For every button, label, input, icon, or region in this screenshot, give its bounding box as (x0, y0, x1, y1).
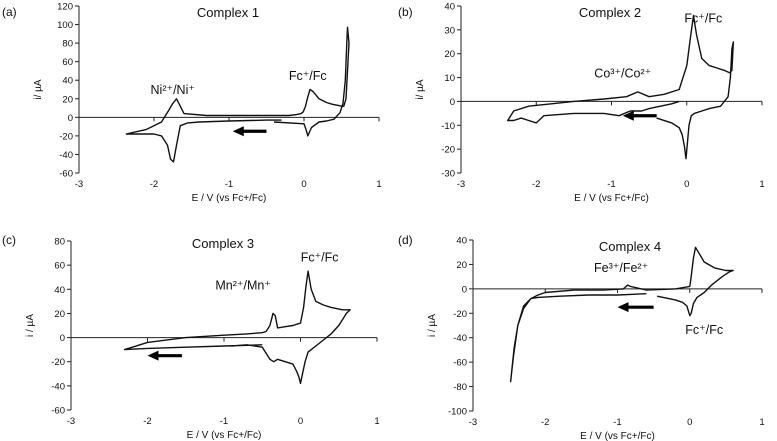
redox-couple-label: Fc⁺/Fc (685, 323, 723, 337)
y-tick-label: -10 (441, 121, 455, 132)
y-tick-label: 30 (444, 25, 455, 36)
x-tick-label: -2 (150, 179, 158, 190)
y-tick-label: 20 (444, 49, 455, 60)
x-axis-label: E / V (vs Fc+/Fc) (580, 431, 655, 441)
x-axis-label: E / V (vs Fc+/Fc) (187, 430, 262, 441)
x-tick-label: 0 (301, 179, 306, 190)
x-tick-label: -1 (225, 179, 233, 190)
y-tick-label: 0 (450, 97, 455, 108)
redox-couple-label: Co³⁺/Co²⁺ (594, 67, 651, 81)
y-tick-label: -80 (453, 382, 467, 393)
y-tick-label: 40 (62, 76, 73, 87)
y-tick-label: -30 (441, 169, 455, 180)
x-tick-label: -1 (613, 417, 621, 428)
y-tick-label: 20 (62, 94, 73, 105)
y-tick-label: 100 (57, 20, 73, 31)
y-tick-label: 40 (456, 236, 467, 247)
scan-direction-arrow-head (622, 110, 634, 121)
x-tick-label: 1 (374, 416, 379, 427)
y-tick-label: 40 (54, 285, 65, 296)
cv-curve (509, 246, 734, 383)
redox-couple-label: Fe³⁺/Fe²⁺ (594, 261, 648, 275)
y-tick-label: 80 (54, 237, 65, 248)
y-tick-label: 20 (54, 309, 65, 320)
redox-couple-label: Ni²⁺/Ni⁺ (151, 83, 195, 97)
x-tick-label: -3 (469, 417, 477, 428)
panel-title: Complex 4 (599, 239, 661, 254)
y-axis-label: i / µA (427, 314, 438, 337)
cv-curve (123, 270, 351, 385)
panel-label: (c) (2, 233, 16, 247)
y-tick-label: 80 (62, 39, 73, 50)
x-tick-label: -1 (220, 416, 228, 427)
y-axis-label: i / µA (25, 314, 36, 337)
y-axis-label: i/ µA (33, 79, 44, 100)
y-tick-label: 60 (62, 57, 73, 68)
panel-title: Complex 2 (579, 5, 641, 20)
y-tick-label: 40 (444, 2, 455, 13)
y-tick-label: -60 (59, 169, 73, 180)
y-tick-label: -60 (453, 358, 467, 369)
panel-4: (d) Complex 4 -100 -80 -60 -40 -20 0 20 40 -3 -2 -1 0… (398, 233, 765, 441)
y-tick-label: -20 (453, 309, 467, 320)
x-tick-label: -2 (532, 179, 540, 190)
redox-couple-label: Mn²⁺/Mn⁺ (215, 278, 271, 292)
scan-direction-arrow-head (147, 350, 159, 361)
x-axis-label: E / V (vs Fc+/Fc) (574, 193, 649, 204)
x-tick-label: 1 (759, 417, 764, 428)
x-tick-label: -3 (75, 179, 83, 190)
x-tick-label: 0 (298, 416, 303, 427)
y-tick-label: 10 (444, 73, 455, 84)
redox-couple-label: Fc⁺/Fc (301, 251, 339, 265)
x-tick-label: 1 (759, 179, 764, 190)
panel-title: Complex 1 (197, 5, 259, 20)
redox-couple-label: Fc⁺/Fc (289, 69, 327, 83)
y-axis-label: i/ µA (415, 79, 426, 100)
y-tick-label: -100 (448, 407, 467, 418)
cv-curve (507, 14, 735, 160)
x-tick-label: -2 (541, 417, 549, 428)
x-tick-label: 1 (376, 179, 381, 190)
y-tick-label: -40 (453, 333, 467, 344)
y-tick-label: -20 (441, 145, 455, 156)
scan-direction-arrow-head (232, 126, 244, 137)
y-tick-label: 120 (57, 2, 73, 13)
x-tick-label: -3 (457, 179, 465, 190)
panel-label: (d) (398, 233, 413, 247)
y-tick-label: -40 (59, 150, 73, 161)
x-tick-label: 0 (684, 179, 689, 190)
x-tick-label: -2 (143, 416, 151, 427)
y-tick-label: 60 (54, 261, 65, 272)
redox-couple-label: Fc⁺/Fc (684, 12, 722, 26)
x-tick-label: -3 (67, 416, 75, 427)
scan-direction-arrow-head (617, 302, 629, 313)
y-tick-label: -20 (51, 357, 65, 368)
y-tick-label: 0 (68, 113, 73, 124)
y-tick-label: 0 (60, 333, 65, 344)
x-tick-label: 0 (687, 417, 692, 428)
cv-curve (125, 26, 350, 163)
y-tick-label: -40 (51, 381, 65, 392)
panel-label: (b) (398, 5, 413, 19)
x-tick-label: -1 (607, 179, 615, 190)
panel-title: Complex 3 (192, 236, 254, 251)
y-tick-label: 0 (462, 284, 467, 295)
y-tick-label: -20 (59, 131, 73, 142)
panel-label: (a) (2, 5, 17, 19)
x-axis-label: E / V (vs Fc+/Fc) (192, 193, 267, 204)
panel-3: (c) Complex 3 -60 -40 -20 0 20 40 60 80 -3 -2 -1 0 1 E … (2, 233, 380, 441)
y-tick-label: 20 (456, 260, 467, 271)
y-tick-label: -60 (51, 406, 65, 417)
